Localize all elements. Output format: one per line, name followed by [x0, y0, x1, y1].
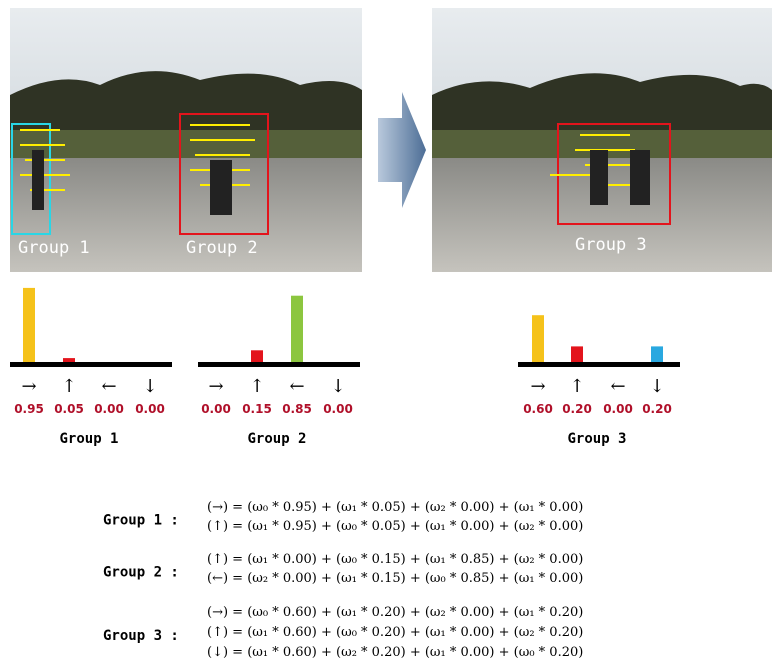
- photo-label: Group 2: [186, 238, 258, 258]
- value-label: 0.00: [201, 402, 231, 416]
- direction-label: ↓: [142, 376, 157, 397]
- direction-label: ←: [101, 376, 116, 397]
- equation: (→) = (ω₀ * 0.60) + (ω₁ * 0.20) + (ω₂ * …: [207, 605, 583, 620]
- bar: [23, 288, 35, 362]
- value-label: 0.00: [603, 402, 633, 416]
- equation-group-label: Group 2 :: [103, 565, 179, 581]
- value-label: 0.00: [135, 402, 165, 416]
- direction-label: ←: [289, 376, 304, 397]
- value-label: 0.00: [323, 402, 353, 416]
- direction-label: ↑: [61, 376, 76, 397]
- figure: Group 1 Group 2 Group 3 → 0.95 ↑ 0.05 ← 0.00 ↓ 0.…: [0, 0, 774, 663]
- direction-label: →: [21, 376, 36, 397]
- bar: [651, 346, 663, 362]
- chart-title: Group 1: [59, 431, 118, 447]
- photo-right: [432, 8, 772, 272]
- value-label: 0.05: [54, 402, 84, 416]
- bar: [251, 350, 263, 362]
- direction-label: →: [208, 376, 223, 397]
- value-label: 0.00: [94, 402, 124, 416]
- equation: (↓) = (ω₁ * 0.60) + (ω₂ * 0.20) + (ω₁ * …: [207, 645, 583, 660]
- photo-label: Group 3: [575, 235, 647, 255]
- direction-label: →: [530, 376, 545, 397]
- transition-arrow: [378, 92, 426, 208]
- baseline: [198, 362, 360, 367]
- value-label: 0.95: [14, 402, 44, 416]
- photo-left: [10, 8, 362, 272]
- equation: (→) = (ω₀ * 0.95) + (ω₁ * 0.05) + (ω₂ * …: [207, 500, 583, 515]
- photo-label: Group 1: [18, 238, 90, 258]
- direction-label: ↓: [330, 376, 345, 397]
- equation: (↑) = (ω₁ * 0.60) + (ω₀ * 0.20) + (ω₁ * …: [207, 625, 583, 640]
- value-label: 0.20: [642, 402, 672, 416]
- equation-group-label: Group 1 :: [103, 513, 179, 529]
- value-label: 0.85: [282, 402, 312, 416]
- direction-label: ↑: [569, 376, 584, 397]
- bar: [571, 346, 583, 362]
- direction-label: ↓: [649, 376, 664, 397]
- value-label: 0.15: [242, 402, 272, 416]
- bar: [291, 296, 303, 362]
- value-label: 0.60: [523, 402, 553, 416]
- equation-group-label: Group 3 :: [103, 628, 179, 644]
- bar: [63, 358, 75, 362]
- direction-label: ←: [610, 376, 625, 397]
- baseline: [10, 362, 172, 367]
- baseline: [518, 362, 680, 367]
- equation: (↑) = (ω₁ * 0.00) + (ω₀ * 0.15) + (ω₁ * …: [207, 552, 583, 567]
- equation: (←) = (ω₂ * 0.00) + (ω₁ * 0.15) + (ω₀ * …: [207, 571, 583, 586]
- equation: (↑) = (ω₁ * 0.95) + (ω₀ * 0.05) + (ω₁ * …: [207, 519, 583, 534]
- chart-title: Group 2: [247, 431, 306, 447]
- chart-title: Group 3: [567, 431, 626, 447]
- direction-label: ↑: [249, 376, 264, 397]
- value-label: 0.20: [562, 402, 592, 416]
- bar: [532, 315, 544, 362]
